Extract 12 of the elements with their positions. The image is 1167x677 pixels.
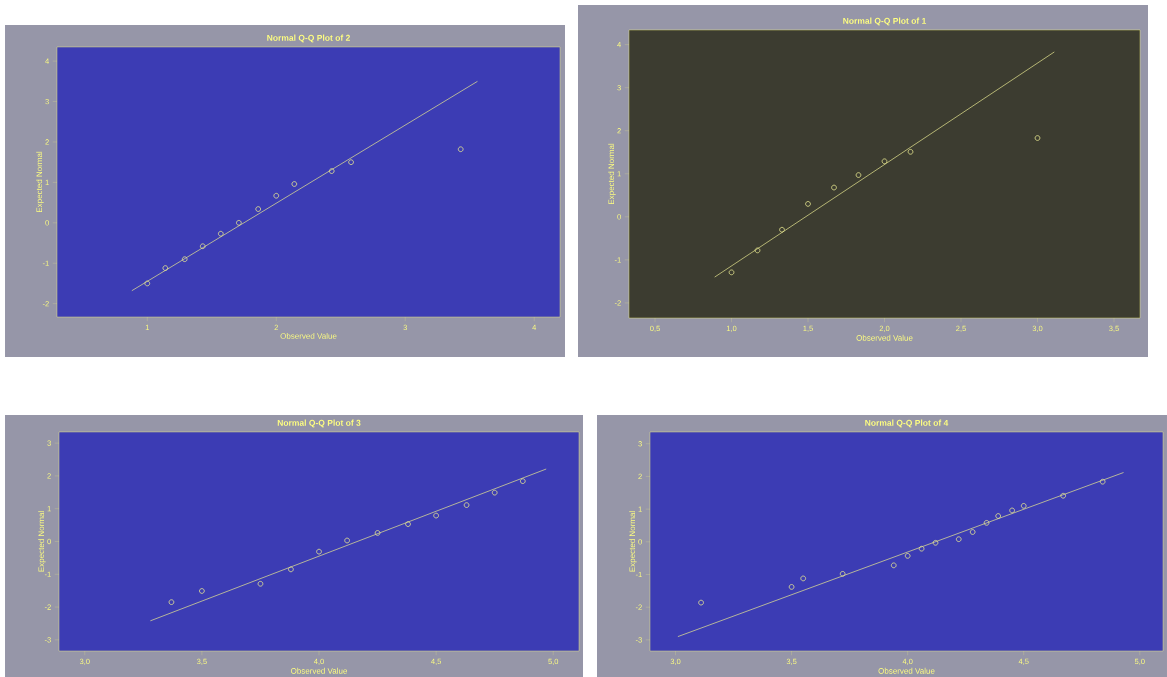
chart-title: Normal Q-Q Plot of 1 xyxy=(843,17,927,26)
x-axis-title: Observed Value xyxy=(291,667,348,674)
y-axis-title: Expected Normal xyxy=(36,151,44,213)
chart-title: Normal Q-Q Plot of 4 xyxy=(865,419,949,428)
x-axis-title: Observed Value xyxy=(878,667,935,674)
x-axis-title: Observed Value xyxy=(856,334,913,341)
y-axis-title: Expected Normal xyxy=(38,511,46,572)
chart-title: Normal Q-Q Plot of 2 xyxy=(267,34,350,43)
x-axis-title: Observed Value xyxy=(280,332,337,339)
chart-title: Normal Q-Q Plot of 3 xyxy=(277,419,361,428)
y-axis-title: Expected Normal xyxy=(629,511,637,572)
y-axis-title: Expected Normal xyxy=(608,143,616,205)
